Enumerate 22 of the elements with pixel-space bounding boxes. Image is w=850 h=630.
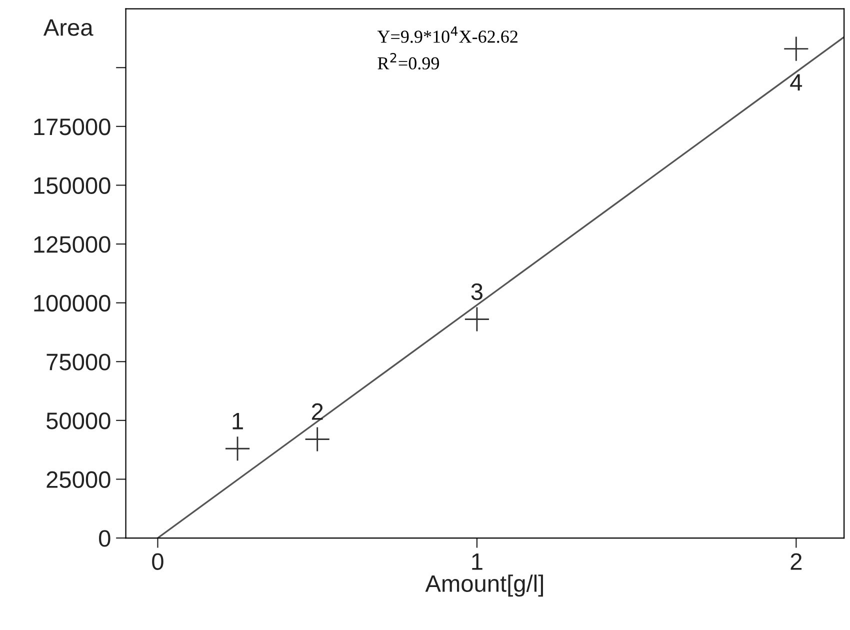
y-tick-label: 50000	[46, 412, 110, 430]
point	[305, 427, 330, 452]
annotation: 3	[471, 283, 482, 300]
annotation: 2	[312, 403, 323, 420]
annotation: 4	[790, 74, 802, 90]
point	[784, 36, 808, 61]
annotation: 1	[232, 412, 243, 430]
y-tick-label: 75000	[46, 354, 110, 370]
y-tick-label: 150000	[34, 177, 110, 194]
y-tick-label: 0	[99, 530, 110, 547]
annotation: R$^{2}$=0.99	[378, 52, 439, 70]
annotation: Y=9.9*10$^{4}$X-62.62	[377, 26, 518, 43]
x-axis-title: Amount[g/l]	[425, 574, 543, 597]
y-tick-label: 25000	[46, 471, 110, 488]
x-tick-label: 2	[790, 553, 802, 570]
y-tick-label: 125000	[34, 236, 110, 253]
point	[464, 307, 489, 332]
y-axis-title: Area	[43, 19, 94, 36]
y-tick-label: 175000	[34, 118, 110, 136]
x-tick-label: 0	[152, 553, 164, 570]
x-tick-label: 1	[472, 553, 482, 570]
y-tick-label: 100000	[34, 294, 110, 312]
